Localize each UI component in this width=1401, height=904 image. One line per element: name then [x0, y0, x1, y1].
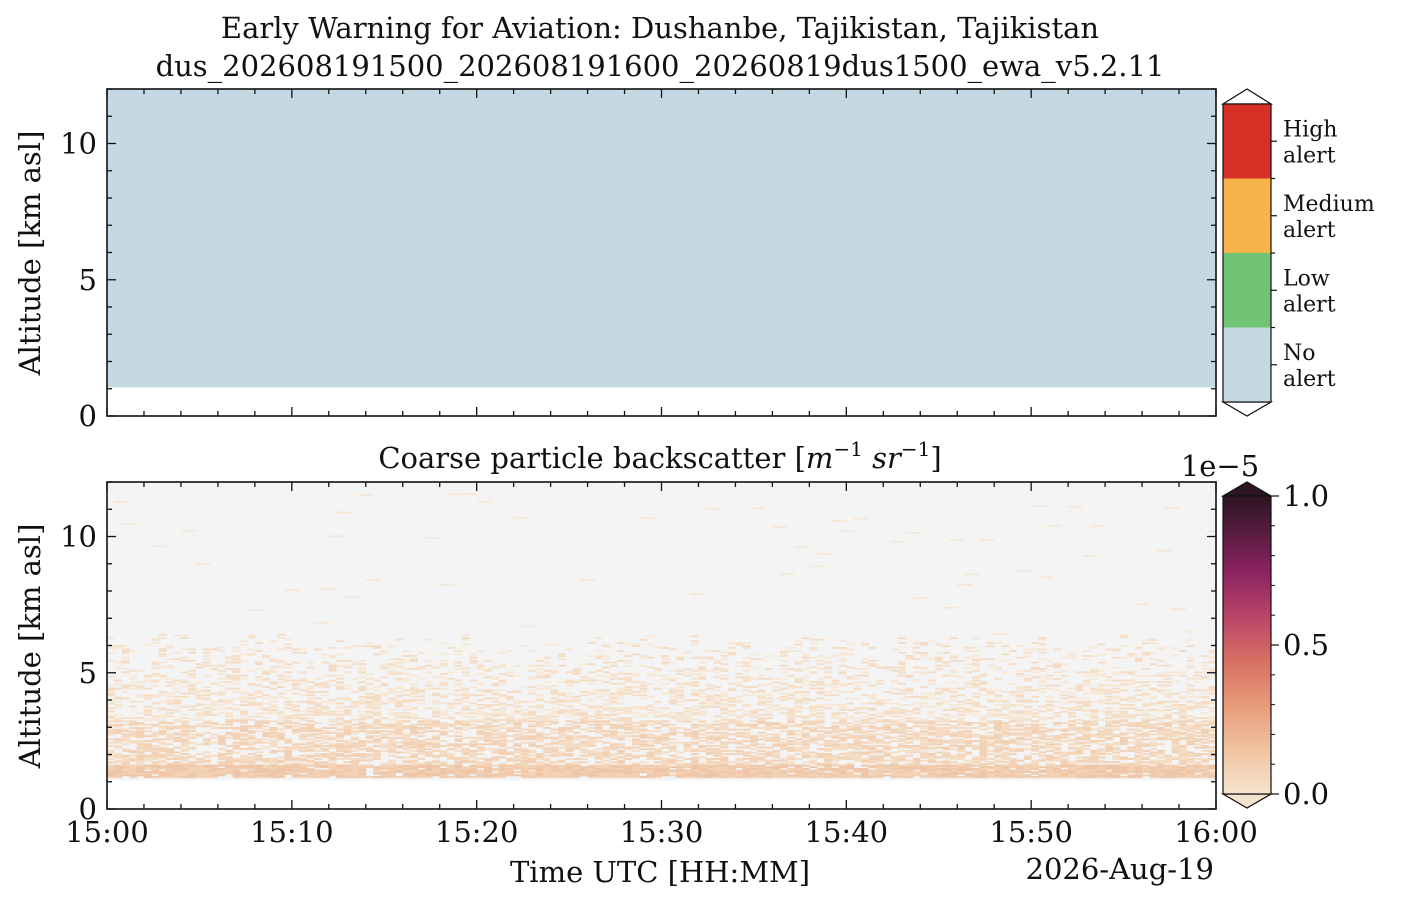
alert-colorbar-segment: [1223, 178, 1271, 253]
y-tick-label: 5: [79, 656, 97, 690]
x-tick-label: 15:40: [805, 815, 889, 849]
x-axis-label: Time UTC [HH:MM]: [510, 855, 810, 889]
backscatter-y-ticks: 0 5 10: [60, 481, 1216, 826]
alert-colorbar-top-extend: [1220, 88, 1274, 105]
backscatter-colorbar-gradient: [1222, 495, 1272, 795]
alert-category-label: alert: [1283, 367, 1336, 392]
alert-category-label: No: [1283, 341, 1316, 366]
y-tick-label: 0: [79, 792, 97, 826]
y-tick-label: 5: [79, 263, 97, 297]
colorbar-tick-label: 1.0: [1283, 479, 1329, 513]
colorbar-tick-label: 0.5: [1283, 628, 1329, 662]
alert-panel: 0 5 10 Altitude [km asl]: [13, 88, 1217, 433]
y-tick-label: 0: [79, 399, 97, 433]
alert-colorbar-segment: [1223, 253, 1271, 328]
x-tick-label: 16:00: [1174, 815, 1258, 849]
colorbar-tick-label: 0.0: [1283, 777, 1329, 811]
alert-colorbar-bottom-extend: [1220, 401, 1274, 417]
alert-category-label: alert: [1283, 218, 1336, 243]
backscatter-title: Coarse particle backscatter [m−1 sr−1]: [378, 437, 941, 475]
figure-subtitle: dus_202608191500_202608191600_20260819du…: [156, 49, 1165, 84]
alert-category-label: Low: [1283, 266, 1330, 291]
x-tick-label: 15:20: [435, 815, 519, 849]
alert-category-label: High: [1283, 117, 1337, 142]
backscatter-colorbar-bottom-extend: [1220, 793, 1274, 809]
backscatter-x-ticks: 15:00 15:10 15:20 15:30 15:40 15:50 16:00: [65, 482, 1258, 849]
y-tick-label: 10: [60, 520, 97, 554]
alert-colorbar-segment: [1223, 327, 1271, 402]
y-tick-label: 10: [60, 127, 97, 161]
figure-title: Early Warning for Aviation: Dushanbe, Ta…: [221, 11, 1099, 45]
alert-y-axis-label: Altitude [km asl]: [13, 131, 47, 377]
backscatter-colorbar: 0.0 0.5 1.0 1e−5: [1181, 449, 1329, 811]
alert-category-label: alert: [1283, 292, 1336, 317]
alert-fill-no-alert: [107, 89, 1216, 388]
backscatter-colorbar-top-extend: [1220, 481, 1274, 497]
alert-category-label: alert: [1283, 143, 1336, 168]
colorbar-multiplier: 1e−5: [1181, 449, 1259, 483]
x-tick-label: 15:50: [989, 815, 1073, 849]
alert-colorbar-segment: [1223, 104, 1271, 179]
backscatter-y-axis-label: Altitude [km asl]: [13, 524, 47, 770]
alert-x-ticks: [106, 89, 1217, 416]
x-tick-label: 15:10: [250, 815, 334, 849]
backscatter-panel: 0 5 10 15:00 15:10 15:20 15:30 15:40 15:50 16:00…: [13, 481, 1258, 849]
x-tick-label: 15:00: [65, 815, 149, 849]
date-label: 2026-Aug-19: [1026, 852, 1215, 886]
x-tick-label: 15:30: [620, 815, 704, 849]
backscatter-cells: [107, 493, 1216, 778]
alert-y-ticks: 0 5 10: [60, 88, 1216, 433]
alert-category-label: Medium: [1283, 192, 1375, 217]
